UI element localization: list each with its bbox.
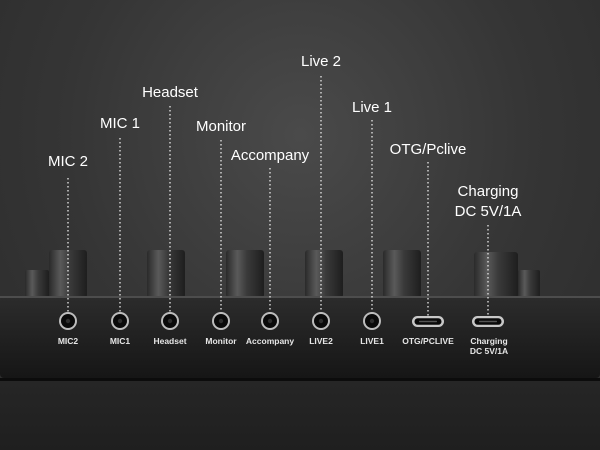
usb-c-port-charging bbox=[472, 316, 504, 327]
port-label-mic2: MIC2 bbox=[57, 336, 79, 346]
jack-live1 bbox=[363, 312, 381, 330]
callout-live2: Live 2 bbox=[300, 53, 342, 70]
port-label-monitor: Monitor bbox=[205, 336, 237, 346]
knob-charging bbox=[474, 252, 540, 298]
port-label-live2: LIVE2 bbox=[309, 336, 333, 346]
callout-monitor: Monitor bbox=[195, 118, 247, 135]
jack-accompany bbox=[261, 312, 279, 330]
port-label-charging-line1: Charging bbox=[470, 336, 508, 346]
knob-headset bbox=[147, 250, 185, 298]
port-label-headset: Headset bbox=[153, 336, 187, 346]
callout-live1: Live 1 bbox=[351, 99, 393, 116]
port-label-mic1: MIC1 bbox=[109, 336, 131, 346]
port-label-live1: LIVE1 bbox=[360, 336, 384, 346]
knob-monitor bbox=[226, 250, 264, 298]
port-label-accompany: Accompany bbox=[245, 336, 295, 346]
knob-live2 bbox=[305, 250, 343, 298]
jack-live2 bbox=[312, 312, 330, 330]
port-label-charging: Charging DC 5V/1A bbox=[470, 336, 508, 356]
callout-accompany: Accompany bbox=[230, 147, 310, 164]
callout-otg: OTG/Pclive bbox=[389, 141, 467, 158]
callout-charging-line1: Charging bbox=[457, 183, 519, 200]
callout-mic1: MIC 1 bbox=[99, 115, 141, 132]
jack-headset bbox=[161, 312, 179, 330]
jack-mic2 bbox=[59, 312, 77, 330]
device-front-panel bbox=[0, 296, 600, 378]
knob-live1 bbox=[383, 250, 421, 298]
callout-charging: Charging DC 5V/1A bbox=[455, 182, 522, 222]
port-label-otg: OTG/PCLIVE bbox=[402, 336, 454, 346]
callout-mic2: MIC 2 bbox=[47, 153, 89, 170]
callout-charging-line2: DC 5V/1A bbox=[454, 203, 522, 220]
device-lower-body bbox=[0, 381, 600, 450]
knob-mic2 bbox=[25, 250, 87, 298]
jack-monitor bbox=[212, 312, 230, 330]
usb-c-port-otg bbox=[412, 316, 444, 327]
port-label-charging-line2: DC 5V/1A bbox=[469, 346, 509, 356]
jack-mic1 bbox=[111, 312, 129, 330]
callout-headset: Headset bbox=[142, 84, 198, 101]
